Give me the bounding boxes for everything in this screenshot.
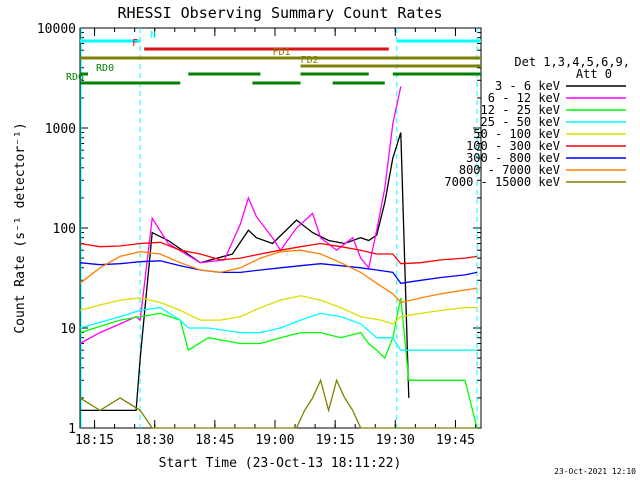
- series-line: [79, 306, 477, 351]
- flag-label-n: N: [150, 30, 156, 41]
- legend-label: 50 - 100 keV: [473, 127, 560, 141]
- series-lines: [79, 86, 478, 429]
- flag-label-fd1: FD1: [272, 47, 290, 58]
- flag-label-fd2: FD2: [301, 55, 319, 66]
- legend-header-line-1: Det 1,3,4,5,6,9,: [514, 55, 630, 69]
- x-tick-label: 19:45: [436, 433, 475, 448]
- legend-label: 300 - 800 keV: [466, 151, 560, 165]
- flag-label-rd6: RD6: [66, 72, 84, 83]
- legend-label: 25 - 50 keV: [481, 115, 560, 129]
- legend-header-line-2: Att 0: [576, 67, 612, 81]
- y-axis-label: Count Rate (s⁻¹ detector⁻¹): [13, 122, 28, 333]
- y-tick-label: 100: [53, 222, 76, 237]
- footer-date: 23-Oct-2021 12:10: [554, 467, 636, 476]
- y-tick-label: 10: [60, 322, 76, 337]
- series-line: [79, 260, 478, 285]
- x-tick-label: 18:15: [75, 433, 114, 448]
- series-line: [79, 295, 477, 325]
- flag-label-f: F: [132, 38, 138, 49]
- legend-label: 3 - 6 keV: [495, 79, 560, 93]
- legend-label: 800 - 7000 keV: [459, 163, 560, 177]
- series-line: [79, 86, 402, 345]
- series-line: [79, 249, 478, 304]
- flag-bars: N F FD1 FD2 RD0 RD6: [66, 30, 481, 85]
- series-line: [79, 241, 478, 265]
- legend-label: 6 - 12 keV: [488, 91, 560, 105]
- series-line: [80, 132, 410, 412]
- chart-title: RHESSI Observing Summary Count Rates: [117, 4, 442, 22]
- series-line: [79, 297, 478, 429]
- x-tick-label: 18:45: [195, 433, 234, 448]
- legend-label: 7000 - 15000 keV: [444, 175, 560, 189]
- x-axis: 18:15 18:30 18:45 19:00 19:15 19:30 19:45: [75, 28, 478, 448]
- legend-label: 100 - 300 keV: [466, 139, 560, 153]
- y-tick-label: 1000: [45, 122, 76, 137]
- flag-label-rd0: RD0: [96, 63, 114, 74]
- x-tick-label: 18:30: [135, 433, 174, 448]
- x-axis-label: Start Time (23-Oct-13 18:11:22): [159, 456, 402, 471]
- x-tick-label: 19:30: [376, 433, 415, 448]
- y-tick-label: 1: [68, 422, 76, 437]
- x-tick-label: 19:00: [255, 433, 294, 448]
- legend-label: 12 - 25 keV: [481, 103, 560, 117]
- x-tick-label: 19:15: [316, 433, 355, 448]
- y-tick-label: 10000: [37, 22, 76, 37]
- series-line: [79, 378, 477, 429]
